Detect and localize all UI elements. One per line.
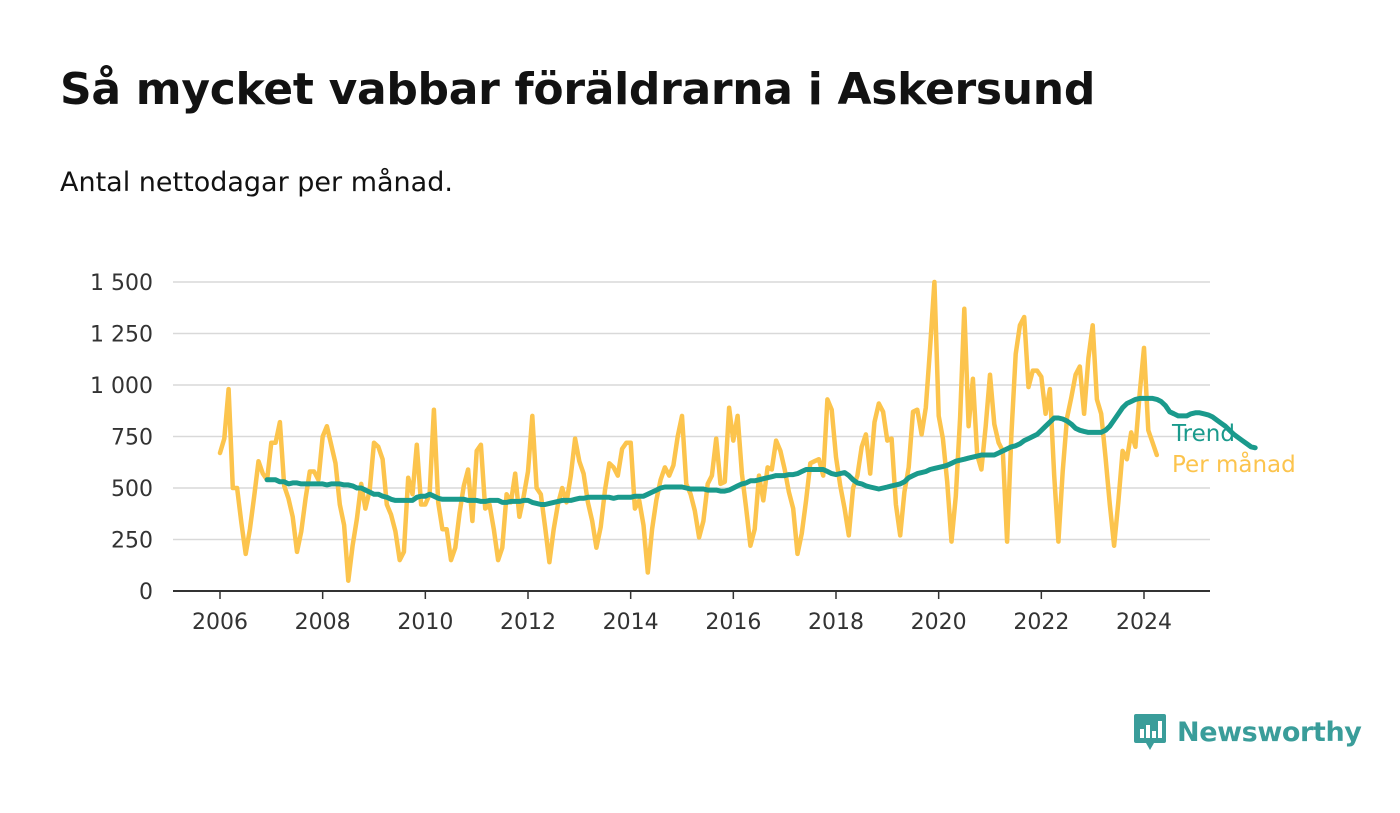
newsworthy-logo: Newsworthy [1133, 712, 1362, 752]
series-line-per-m-nad [217, 279, 1160, 583]
x-tick-label-2006: 2006 [192, 610, 248, 635]
series-label-trend: Trend [1171, 421, 1235, 447]
x-axis: 2006 2008 2010 2012 2014 2016 2018 2020 2022 2024 [173, 590, 1210, 635]
x-tick-label-2016: 2016 [705, 610, 761, 635]
series-labels: Per månad Trend [1171, 421, 1296, 478]
x-tick-label-2022: 2022 [1013, 610, 1069, 635]
x-tick-label-2020: 2020 [911, 610, 967, 635]
brand-name: Newsworthy [1177, 716, 1362, 748]
y-tick-label-1000: 1 000 [90, 374, 153, 399]
x-tick-label-2024: 2024 [1116, 610, 1172, 635]
y-tick-label-250: 250 [111, 529, 153, 554]
newsworthy-chat-bars-icon [1134, 714, 1166, 750]
y-tick-label-1250: 1 250 [90, 323, 153, 348]
y-tick-label-500: 500 [111, 477, 153, 502]
y-axis-tick-labels: 0 250 500 750 1 000 1 250 1 500 [90, 271, 153, 605]
y-tick-label-750: 750 [111, 426, 153, 451]
series-line-trend [264, 395, 1258, 507]
x-tick-label-2018: 2018 [808, 610, 864, 635]
chart-title: Så mycket vabbar föräldrarna i Askersund [60, 64, 1096, 115]
x-tick-label-2014: 2014 [603, 610, 659, 635]
y-tick-label-0: 0 [139, 580, 153, 605]
x-tick-label-2008: 2008 [295, 610, 351, 635]
chart-subtitle: Antal nettodagar per månad. [60, 167, 453, 198]
y-tick-label-1500: 1 500 [90, 271, 153, 296]
series-lines [217, 279, 1258, 583]
series-label-per-m-nad: Per månad [1172, 450, 1296, 478]
x-tick-label-2010: 2010 [397, 610, 453, 635]
x-tick-label-2012: 2012 [500, 610, 556, 635]
